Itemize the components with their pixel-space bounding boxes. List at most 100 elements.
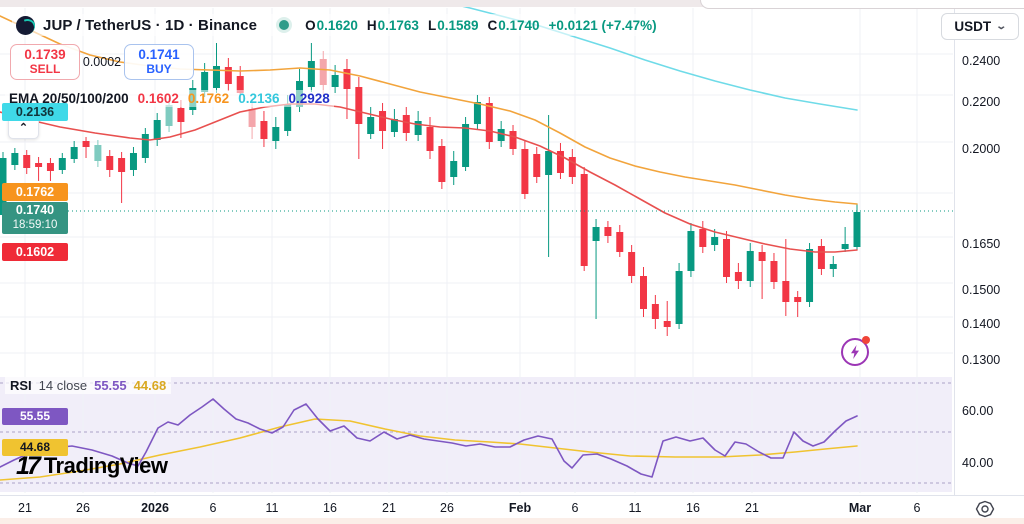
candle-body: [343, 69, 351, 89]
candle-body: [426, 127, 434, 151]
candle-body: [580, 174, 588, 266]
candle-body: [82, 141, 90, 147]
price-label: 0.1500: [962, 283, 1001, 297]
price-scale[interactable]: 0.2400 0.2200 0.2000 0.1650 0.1500 0.1400 0.13…: [954, 7, 1024, 495]
ema20-price-badge: 0.1602: [2, 243, 68, 261]
scale-settings-icon[interactable]: [974, 500, 996, 518]
candle-body: [687, 231, 695, 271]
candle-body: [94, 145, 102, 161]
candle-body: [794, 297, 802, 302]
price-label: 0.1400: [962, 317, 1001, 331]
low-value: 0.1589: [437, 17, 479, 33]
time-axis[interactable]: 21 26 2026 6 11 16 21 26 Feb 6 11 16 21 Mar 6: [0, 496, 1024, 517]
low-label: L: [427, 17, 437, 33]
candle-body: [438, 146, 446, 182]
candle-body: [141, 134, 149, 158]
candle-body: [592, 227, 600, 241]
browser-top-strip: [0, 0, 1024, 7]
candle-body: [201, 72, 209, 92]
candle-body: [284, 104, 292, 131]
rsi-value-badge: 55.55: [2, 408, 68, 425]
buy-button[interactable]: 0.1741 BUY: [124, 44, 194, 80]
ema50-price-badge: 0.1762: [2, 183, 68, 201]
candle-body: [462, 124, 470, 167]
candle-body: [628, 252, 636, 276]
sell-button[interactable]: 0.1739 SELL: [10, 44, 80, 80]
candle-body: [841, 244, 849, 249]
price-label: 60.00: [962, 404, 994, 418]
ema-legend-value: 0.2136: [238, 91, 280, 106]
ema-legend-value: 0.2928: [288, 91, 330, 106]
candle-body: [568, 157, 576, 177]
candle-body: [473, 102, 481, 124]
candle-body: [307, 61, 315, 87]
current-price-badge: 0.1740 18:59:10: [2, 202, 68, 234]
candle-body: [639, 276, 647, 309]
candle-body: [817, 246, 825, 269]
ema-legend[interactable]: EMA 20/50/100/200 0.1602 0.1762 0.2136 0.29…: [5, 90, 334, 107]
notification-dot: [862, 336, 870, 344]
candle-body: [118, 158, 126, 172]
candle-body: [212, 66, 220, 88]
candle-body: [106, 156, 114, 170]
candle-body: [355, 87, 363, 124]
candle-body: [414, 121, 422, 135]
rsi-legend[interactable]: RSI 14 close 55.55 44.68: [5, 377, 172, 394]
candle-body: [450, 161, 458, 177]
ema-values: 0.1602 0.1762 0.2136 0.2928: [138, 91, 330, 106]
tradingview-logo-text: TradingView: [43, 453, 168, 478]
chevron-down-icon: ⌄: [995, 21, 1008, 32]
candle-body: [70, 147, 78, 159]
candle-body: [829, 264, 837, 269]
currency-selector[interactable]: USDT ⌄: [941, 13, 1019, 40]
panel-tab-edge: [700, 0, 1024, 9]
bottom-strip: [0, 518, 1024, 524]
buy-price: 0.1741: [138, 47, 180, 63]
price-label: 0.1300: [962, 353, 1001, 367]
candle-body: [272, 127, 280, 141]
candle-body: [509, 131, 517, 149]
price-label: 0.1650: [962, 237, 1001, 251]
candle-body: [521, 149, 529, 194]
ohlc-row: O 0.1620 H 0.1763 L 0.1589 C 0.1740 +0.0121 …: [305, 18, 657, 33]
rsi-ma-value: 44.68: [133, 378, 167, 393]
instant-trading-button[interactable]: [841, 338, 869, 366]
close-label: C: [487, 17, 498, 33]
candle-countdown: 18:59:10: [12, 219, 58, 231]
close-value: 0.1740: [498, 17, 540, 33]
tradingview-watermark: 17 TradingView: [16, 453, 168, 479]
candle-body: [533, 154, 541, 177]
candle-body: [545, 151, 553, 175]
candle-body: [379, 111, 387, 131]
rsi-line: [0, 398, 858, 478]
ema-legend-value: 0.1602: [137, 91, 179, 106]
time-label: 11: [265, 501, 279, 515]
candle-body: [35, 163, 43, 167]
candle-body: [367, 117, 375, 134]
symbol-title[interactable]: JUP / TetherUS · 1D · Binance: [43, 16, 258, 34]
candle-body: [699, 229, 707, 247]
candle-body: [758, 252, 766, 261]
price-label: 0.2200: [962, 95, 1001, 109]
time-label: 2026: [141, 501, 169, 515]
candle-body: [782, 281, 790, 302]
candle-body: [390, 119, 398, 132]
rsi-legend-params: 14 close: [38, 378, 88, 393]
price-label: 40.00: [962, 456, 994, 470]
time-label: 21: [382, 501, 396, 515]
candle-body: [675, 271, 683, 324]
ema-legend-value: 0.1762: [187, 91, 230, 106]
candle-body: [853, 212, 861, 247]
symbol-logo: [16, 15, 35, 35]
price-label: 0.2400: [962, 54, 1001, 68]
time-label: 6: [209, 501, 217, 515]
candle-body: [497, 129, 505, 141]
time-label: Feb: [508, 501, 532, 515]
candle-body: [153, 120, 161, 140]
time-label: 21: [745, 501, 759, 515]
candle-body: [485, 103, 493, 142]
candle-body: [806, 249, 814, 302]
candle-body: [177, 108, 185, 122]
